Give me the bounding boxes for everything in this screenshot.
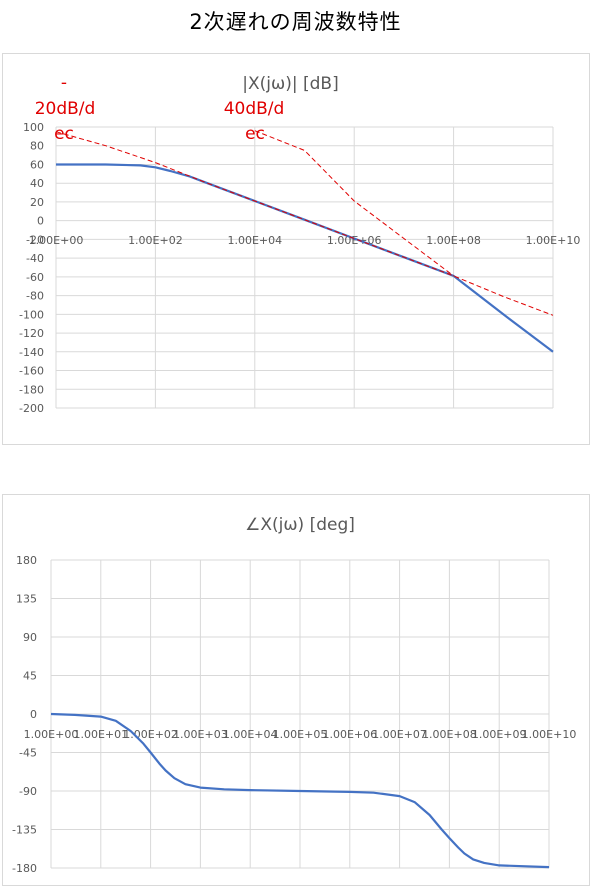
x-tick-label: 1.00E+03 <box>173 728 228 741</box>
y-tick-label: 40 <box>30 177 44 190</box>
x-tick-label: 1.00E+07 <box>372 728 427 741</box>
y-tick-label: -60 <box>26 271 44 284</box>
y-tick-label: 100 <box>23 121 44 134</box>
x-tick-label: 1.00E+00 <box>29 234 84 247</box>
y-tick-label: 90 <box>23 631 37 644</box>
y-tick-label: 0 <box>37 215 44 228</box>
y-tick-label: -45 <box>19 747 37 760</box>
x-tick-label: 1.00E+00 <box>24 728 79 741</box>
x-tick-label: 1.00E+01 <box>73 728 128 741</box>
x-tick-label: 1.00E+02 <box>123 728 178 741</box>
x-tick-label: 1.00E+02 <box>128 234 183 247</box>
series-line-2 <box>254 130 454 277</box>
x-tick-label: 1.00E+08 <box>422 728 477 741</box>
slope-annotation: 20dB/d <box>35 99 96 119</box>
y-tick-label: 60 <box>30 158 44 171</box>
y-tick-label: -180 <box>19 383 44 396</box>
y-tick-label: -80 <box>26 290 44 303</box>
x-tick-label: 1.00E+05 <box>273 728 328 741</box>
y-tick-label: 180 <box>16 554 37 567</box>
slope-annotation: 40dB/d <box>224 99 285 119</box>
phase-chart-panel: ∠X(jω) [deg] 180 135 90 45 0 -45 -90 -135 -180 1.0… <box>2 494 590 886</box>
x-tick-label: 1.00E+04 <box>227 234 282 247</box>
slope-annotation: - <box>61 73 67 93</box>
y-tick-label: 0 <box>30 708 37 721</box>
magnitude-chart-panel: |X(jω)| [dB] 100 80 60 40 20 0 -20 -40 -60 -80 -100… <box>2 53 590 445</box>
x-tick-label: 1.00E+04 <box>223 728 278 741</box>
y-tick-label: -200 <box>19 402 44 415</box>
y-tick-label: 80 <box>30 140 44 153</box>
x-tick-label: 1.00E+08 <box>426 234 481 247</box>
series-line-1 <box>55 131 554 316</box>
y-tick-label: -180 <box>12 862 37 875</box>
x-tick-label: 1.00E+10 <box>522 728 577 741</box>
y-tick-label: -160 <box>19 365 44 378</box>
y-tick-label: 20 <box>30 196 44 209</box>
slope-annotation: ec <box>54 124 74 144</box>
y-tick-label: -40 <box>26 252 44 265</box>
phase-chart: ∠X(jω) [deg] 180 135 90 45 0 -45 -90 -135 -180 1.0… <box>12 515 577 875</box>
series-line-0 <box>50 712 550 869</box>
y-tick-label: -100 <box>19 308 44 321</box>
x-tick-label: 1.00E+06 <box>322 728 377 741</box>
x-tick-label: 1.00E+09 <box>472 728 527 741</box>
y-tick-label: -120 <box>19 327 44 340</box>
chart-title: ∠X(jω) [deg] <box>245 515 355 535</box>
y-tick-label: -135 <box>12 824 37 837</box>
y-tick-label: -20 <box>26 233 44 246</box>
y-tick-label: -90 <box>19 785 37 798</box>
page-title: 2次遅れの周波数特性 <box>189 10 402 34</box>
chart-title: |X(jω)| [dB] <box>242 74 338 94</box>
y-tick-label: 45 <box>23 670 37 683</box>
x-tick-label: 1.00E+10 <box>526 234 581 247</box>
y-tick-label: -140 <box>19 346 44 359</box>
magnitude-chart: |X(jω)| [dB] 100 80 60 40 20 0 -20 -40 -60 -80 -100… <box>19 73 581 415</box>
y-tick-label: 135 <box>16 593 37 606</box>
slope-annotation: ec <box>245 124 265 144</box>
